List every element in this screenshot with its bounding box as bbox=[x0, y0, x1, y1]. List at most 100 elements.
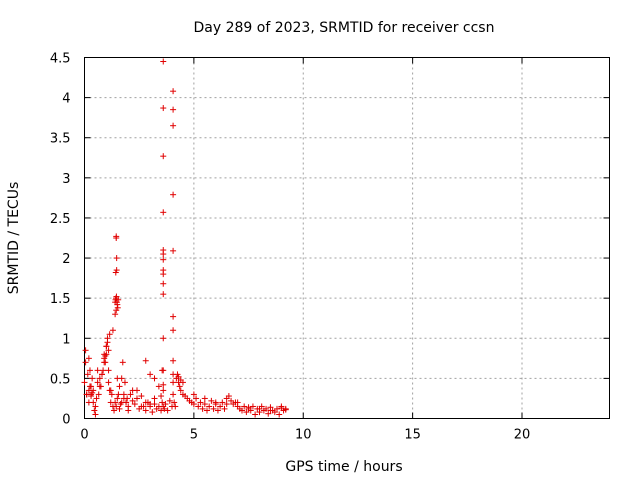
data-point-plus bbox=[214, 407, 221, 414]
data-point-plus bbox=[138, 393, 145, 400]
grid-lines bbox=[84, 57, 610, 419]
data-point-plus bbox=[105, 367, 112, 374]
data-point-plus bbox=[96, 383, 103, 390]
data-point-plus bbox=[138, 403, 145, 410]
data-point-plus bbox=[160, 271, 167, 278]
data-point-plus bbox=[282, 406, 289, 413]
data-point-plus bbox=[95, 391, 102, 398]
data-point-plus bbox=[197, 399, 204, 406]
data-point-plus bbox=[151, 375, 158, 382]
data-point-plus bbox=[142, 407, 149, 414]
data-point-plus bbox=[160, 209, 167, 216]
axis-ticks bbox=[84, 57, 610, 419]
data-point-plus bbox=[170, 122, 177, 129]
data-point-plus bbox=[170, 357, 177, 364]
data-point-plus bbox=[127, 391, 134, 398]
data-point-plus bbox=[92, 403, 99, 410]
data-point-plus bbox=[81, 379, 88, 386]
data-point-plus bbox=[160, 153, 167, 160]
y-tick-label: 3 bbox=[62, 172, 70, 187]
x-tick-label: 15 bbox=[404, 428, 421, 443]
data-point-plus bbox=[278, 405, 285, 412]
data-point-plus bbox=[170, 191, 177, 198]
data-point-plus bbox=[164, 407, 171, 414]
data-point-plus bbox=[155, 383, 162, 390]
data-point-plus bbox=[166, 397, 173, 404]
data-point-plus bbox=[190, 401, 197, 408]
data-point-plus bbox=[112, 311, 119, 318]
data-point-plus bbox=[120, 395, 127, 402]
data-point-plus bbox=[252, 411, 259, 418]
data-point-plus bbox=[160, 58, 167, 65]
data-point-plus bbox=[91, 407, 98, 414]
data-point-plus bbox=[100, 367, 107, 374]
data-point-plus bbox=[223, 401, 230, 408]
data-point-plus bbox=[256, 405, 263, 412]
data-point-plus bbox=[129, 387, 136, 394]
x-tick-label: 10 bbox=[295, 428, 312, 443]
data-point-plus bbox=[129, 397, 136, 404]
plot-frame bbox=[84, 57, 610, 419]
data-point-plus bbox=[201, 401, 208, 408]
x-tick-label: 0 bbox=[80, 428, 88, 443]
data-point-plus bbox=[176, 383, 183, 390]
data-point-plus bbox=[108, 391, 115, 398]
data-point-plus bbox=[112, 399, 119, 406]
data-point-plus bbox=[171, 399, 178, 406]
y-tick-labels: 0 0.5 1 1.5 2 2.5 3 3.5 4 4.5 bbox=[50, 52, 71, 428]
data-point-plus bbox=[121, 379, 128, 386]
data-point-plus bbox=[107, 387, 114, 394]
data-point-plus bbox=[149, 409, 156, 416]
x-tick-label: 5 bbox=[190, 428, 198, 443]
data-point-plus bbox=[147, 371, 154, 378]
y-tick-label: 0.5 bbox=[50, 372, 71, 387]
data-point-plus bbox=[159, 399, 166, 406]
data-point-plus bbox=[210, 405, 217, 412]
data-point-plus bbox=[104, 339, 111, 346]
data-point-plus bbox=[106, 331, 113, 338]
data-point-plus bbox=[103, 343, 110, 350]
data-point-plus bbox=[263, 405, 270, 412]
data-point-plus bbox=[243, 409, 250, 416]
data-point-plus bbox=[160, 291, 167, 298]
y-axis-title: SRMTID / TECUs bbox=[6, 182, 22, 295]
data-point-plus bbox=[114, 304, 121, 311]
data-point-plus bbox=[219, 399, 226, 406]
y-tick-label: 2 bbox=[62, 252, 70, 267]
data-point-plus bbox=[199, 405, 206, 412]
data-point-plus bbox=[172, 403, 179, 410]
data-point-plus bbox=[113, 255, 120, 262]
data-point-plus bbox=[217, 403, 224, 410]
data-point-plus bbox=[112, 269, 119, 276]
data-point-plus bbox=[105, 347, 112, 354]
data-point-plus bbox=[114, 375, 121, 382]
data-point-plus bbox=[161, 405, 168, 412]
data-point-plus bbox=[86, 367, 93, 374]
data-point-plus bbox=[228, 397, 235, 404]
data-point-plus bbox=[193, 395, 200, 402]
y-tick-label: 1 bbox=[62, 332, 70, 347]
data-point-plus bbox=[115, 391, 122, 398]
data-point-plus bbox=[158, 407, 165, 414]
data-point-plus bbox=[89, 389, 96, 396]
data-point-plus bbox=[114, 395, 121, 402]
data-point-plus bbox=[85, 355, 92, 362]
data-point-plus bbox=[88, 393, 95, 400]
data-point-plus bbox=[94, 367, 101, 374]
data-point-plus bbox=[177, 387, 184, 394]
data-point-plus bbox=[162, 401, 169, 408]
data-point-plus bbox=[247, 407, 254, 414]
data-points bbox=[81, 58, 289, 418]
data-point-plus bbox=[158, 393, 165, 400]
data-point-plus bbox=[119, 359, 126, 366]
data-point-plus bbox=[170, 247, 177, 254]
y-tick-label: 3.5 bbox=[50, 132, 71, 147]
data-point-plus bbox=[116, 405, 123, 412]
data-point-plus bbox=[123, 399, 130, 406]
data-point-plus bbox=[93, 395, 100, 402]
data-point-plus bbox=[179, 379, 186, 386]
data-point-plus bbox=[212, 399, 219, 406]
data-point-plus bbox=[160, 367, 167, 374]
data-point-plus bbox=[160, 105, 167, 112]
data-point-plus bbox=[82, 347, 89, 354]
